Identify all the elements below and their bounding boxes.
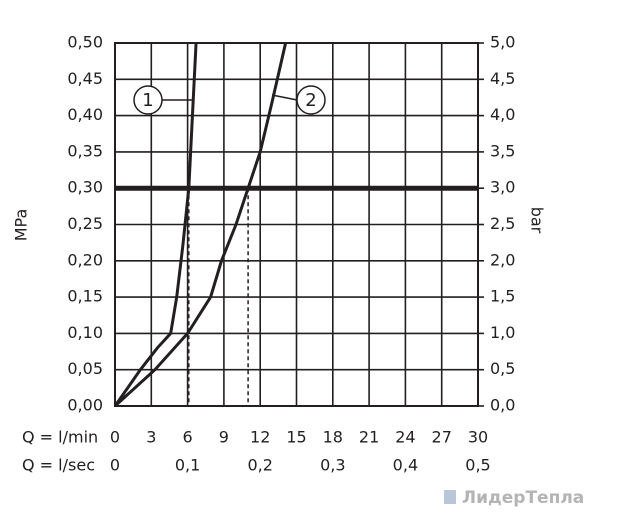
x-tick-label: 6	[183, 428, 193, 447]
x-tick-label: 9	[219, 428, 229, 447]
y2-tick-label: 0,5	[490, 359, 515, 378]
y2-axis-label: bar	[528, 207, 547, 234]
y-tick-label: 0,40	[67, 105, 103, 124]
x2-tick-label: 0,5	[465, 456, 490, 475]
x-tick-label: 27	[432, 428, 452, 447]
y-tick-label: 0,15	[67, 287, 103, 306]
callout-circle	[296, 85, 326, 115]
watermark: ЛидерТепла	[462, 488, 584, 508]
y-tick-label: 0,50	[67, 33, 103, 52]
x-tick-label: 30	[468, 428, 488, 447]
y-tick-label: 0,10	[67, 323, 103, 342]
y2-tick-label: 0,0	[490, 396, 515, 415]
y2-tick-label: 1,5	[490, 287, 515, 306]
x2-tick-label: 0,3	[320, 456, 345, 475]
x-tick-label: 0	[110, 428, 120, 447]
y-tick-label: 0,45	[67, 69, 103, 88]
y-tick-label: 0,20	[67, 250, 103, 269]
watermark-icon	[444, 490, 456, 504]
y2-tick-label: 2,5	[490, 214, 515, 233]
y-tick-label: 0,25	[67, 214, 103, 233]
x2-axis-label: Q = l/sec	[22, 456, 95, 475]
x2-tick-label: 0	[110, 456, 120, 475]
y-axis-label: MPa	[12, 209, 31, 242]
x2-tick-label: 0,1	[175, 456, 200, 475]
y2-tick-label: 2,0	[490, 250, 515, 269]
series-label: 1	[142, 90, 153, 111]
y2-tick-label: 3,5	[490, 141, 515, 160]
callout-leader	[271, 94, 298, 101]
y2-tick-label: 5,0	[490, 33, 515, 52]
x-tick-label: 12	[250, 428, 270, 447]
x2-tick-label: 0,4	[393, 456, 418, 475]
x-axis-label: Q = l/min	[22, 428, 98, 447]
x-tick-label: 21	[359, 428, 379, 447]
y2-tick-label: 1,0	[490, 323, 515, 342]
callout-circle	[133, 85, 163, 115]
y-tick-label: 0,35	[67, 141, 103, 160]
series-label: 2	[305, 90, 316, 111]
series-line	[113, 42, 198, 407]
y2-tick-label: 4,5	[490, 69, 515, 88]
plot-frame	[114, 42, 479, 407]
x-tick-label: 24	[395, 428, 415, 447]
x-tick-label: 3	[146, 428, 156, 447]
x-tick-label: 15	[286, 428, 306, 447]
x-tick-label: 18	[323, 428, 343, 447]
x2-tick-label: 0,2	[247, 456, 272, 475]
y-tick-label: 0,05	[67, 359, 103, 378]
y-tick-label: 0,30	[67, 178, 103, 197]
y2-tick-label: 3,0	[490, 178, 515, 197]
y-tick-label: 0,00	[67, 396, 103, 415]
y2-tick-label: 4,0	[490, 105, 515, 124]
series-line	[113, 42, 288, 408]
